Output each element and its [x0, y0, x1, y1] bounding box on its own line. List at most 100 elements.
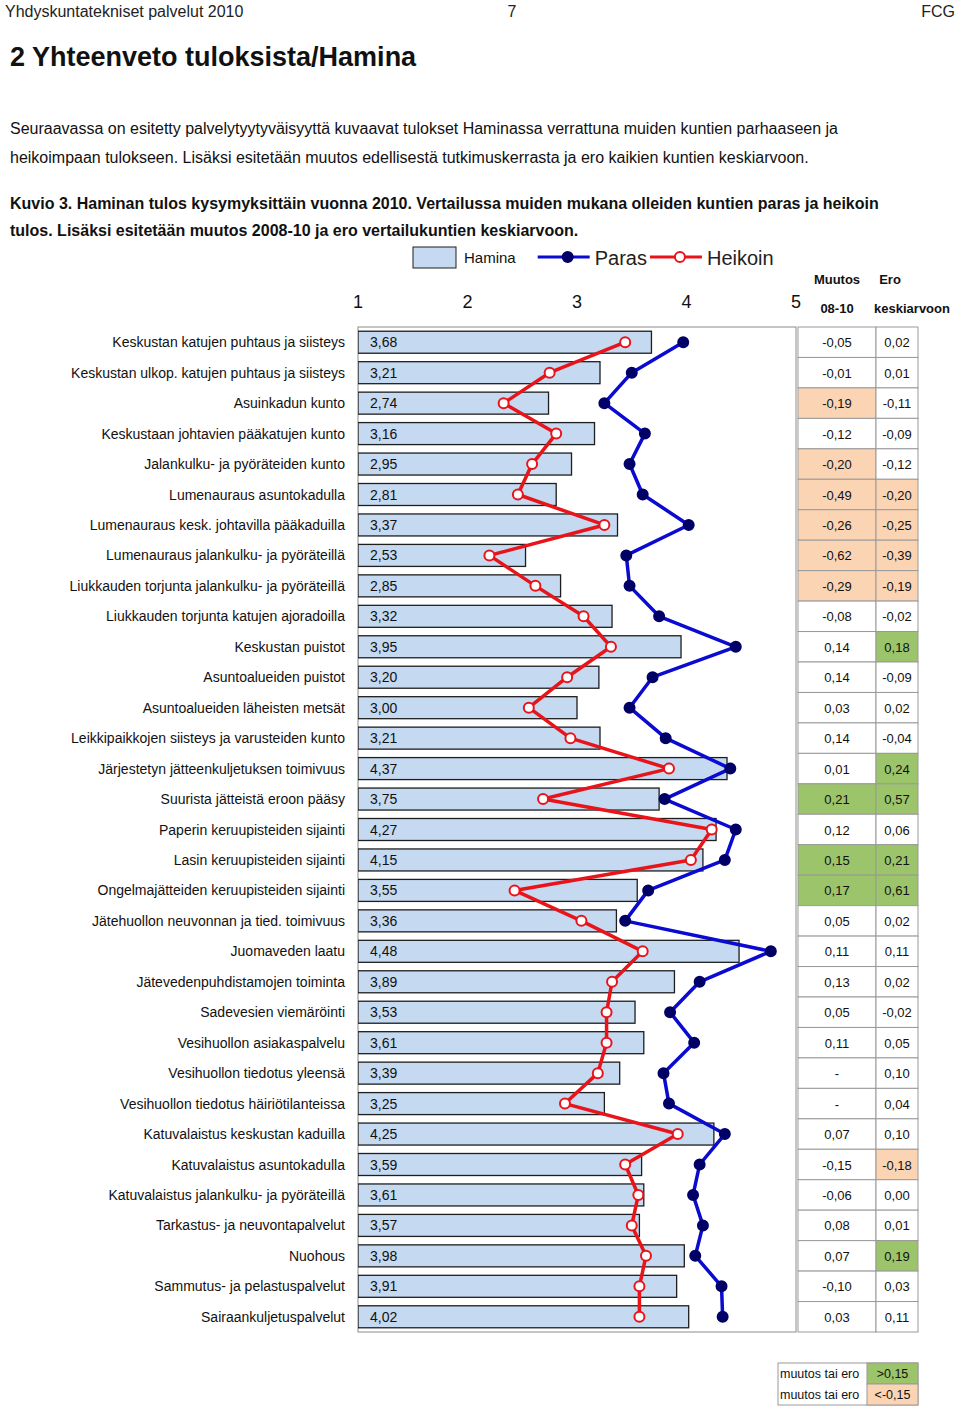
table-value: -0,08	[822, 609, 852, 624]
data-label: 4,48	[370, 943, 397, 959]
data-label: 4,27	[370, 822, 397, 838]
highlight-legend-swatch	[867, 1384, 918, 1405]
category-label: Keskustan katujen puhtaus ja siisteys	[112, 334, 345, 350]
table-cell	[798, 1058, 876, 1088]
marker	[648, 672, 658, 682]
data-label: 3,39	[370, 1065, 397, 1081]
data-label: 3,00	[370, 700, 397, 716]
table-cell	[876, 753, 918, 783]
table-value: 0,01	[824, 762, 849, 777]
bar	[358, 575, 561, 597]
table-value: -0,05	[822, 335, 852, 350]
plot-frame	[358, 327, 796, 1332]
table-cell	[798, 632, 876, 662]
table-cell	[798, 357, 876, 387]
table-value: -0,19	[882, 579, 912, 594]
column-subtitle: keskiarvoon	[874, 301, 950, 316]
marker	[620, 1160, 630, 1170]
marker	[607, 977, 617, 987]
bar	[358, 1123, 714, 1145]
table-value: 0,02	[884, 701, 909, 716]
table-cell	[798, 692, 876, 722]
table-value: -0,20	[822, 457, 852, 472]
marker	[690, 1251, 700, 1261]
table-cell	[798, 1180, 876, 1210]
highlight-legend-value: <-0,15	[875, 1388, 911, 1402]
table-cell	[798, 875, 876, 905]
table-cell	[876, 692, 918, 722]
table-value: -0,11	[883, 396, 912, 411]
category-label: Liukkauden torjunta jalankulku- ja pyörä…	[69, 578, 345, 594]
table-cell	[798, 1210, 876, 1240]
marker	[731, 825, 741, 835]
bar	[358, 879, 637, 901]
bar	[358, 666, 599, 688]
data-label: 3,16	[370, 426, 397, 442]
table-value: 0,14	[824, 640, 849, 655]
table-value: 0,05	[824, 914, 849, 929]
table-value: 0,12	[824, 823, 849, 838]
paragraph-line: heikoimpaan tulokseen. Lisäksi esitetään…	[10, 149, 809, 166]
bar	[358, 1275, 677, 1297]
bar	[358, 636, 681, 658]
category-label: Juomaveden laatu	[231, 943, 345, 959]
marker	[627, 1220, 637, 1230]
table-cell	[798, 723, 876, 753]
marker	[625, 459, 635, 469]
table-cell	[876, 1302, 918, 1332]
marker	[731, 642, 741, 652]
table-cell	[876, 723, 918, 753]
data-label: 4,37	[370, 761, 397, 777]
tick-label: 5	[791, 292, 801, 312]
legend-swatch	[413, 247, 456, 268]
marker	[621, 550, 631, 560]
marker	[620, 916, 630, 926]
category-label: Katuvalaistus keskustan kaduilla	[143, 1126, 345, 1142]
table-cell	[876, 357, 918, 387]
table-cell	[798, 510, 876, 540]
data-label: 3,89	[370, 974, 397, 990]
table-value: 0,03	[824, 701, 849, 716]
data-label: 4,15	[370, 852, 397, 868]
data-label: 3,37	[370, 517, 397, 533]
marker	[689, 1038, 699, 1048]
header-left: Yhdyskuntatekniset palvelut 2010	[5, 3, 243, 20]
category-label: Vesihuollon tiedotus häiriötilanteissa	[120, 1096, 345, 1112]
table-value: 0,14	[824, 670, 849, 685]
data-label: 3,32	[370, 608, 397, 624]
table-value: 0,11	[885, 944, 909, 959]
category-label: Lumenauraus asuntokadulla	[169, 487, 345, 503]
data-label: 2,74	[370, 395, 397, 411]
table-cell	[798, 997, 876, 1027]
category-label: Sairaankuljetuspalvelut	[201, 1309, 345, 1325]
table-cell	[876, 388, 918, 418]
marker	[707, 825, 717, 835]
marker	[538, 794, 548, 804]
heading: 2 Yhteenveto tuloksista/Hamina	[10, 42, 417, 72]
table-cell	[798, 1302, 876, 1332]
table-cell	[876, 906, 918, 936]
data-label: 2,95	[370, 456, 397, 472]
table-value: -0,02	[882, 609, 912, 624]
marker	[718, 1312, 728, 1322]
data-label: 3,25	[370, 1096, 397, 1112]
data-label: 2,81	[370, 487, 397, 503]
table-cell	[798, 662, 876, 692]
data-label: 3,61	[370, 1035, 397, 1051]
marker	[665, 1007, 675, 1017]
highlight-legend-value: >0,15	[877, 1367, 909, 1381]
marker	[638, 946, 648, 956]
marker	[720, 855, 730, 865]
category-label: Lumenauraus kesk. johtavilla pääkaduilla	[90, 517, 345, 533]
bar	[358, 1032, 644, 1054]
table-value: 0,11	[885, 1310, 909, 1325]
table-value: -0,12	[822, 427, 852, 442]
table-value: 0,11	[825, 944, 849, 959]
column-title: Ero	[879, 272, 901, 287]
bar	[358, 940, 739, 962]
table-cell	[798, 571, 876, 601]
category-label: Sammutus- ja pelastuspalvelut	[154, 1278, 345, 1294]
highlight-legend-label: muutos tai ero	[780, 1367, 859, 1381]
table-value: 0,02	[884, 975, 909, 990]
data-label: 3,75	[370, 791, 397, 807]
